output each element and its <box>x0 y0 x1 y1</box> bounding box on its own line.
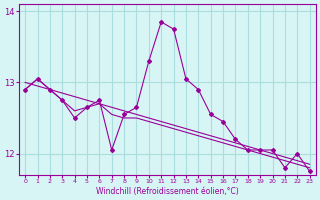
X-axis label: Windchill (Refroidissement éolien,°C): Windchill (Refroidissement éolien,°C) <box>96 187 239 196</box>
